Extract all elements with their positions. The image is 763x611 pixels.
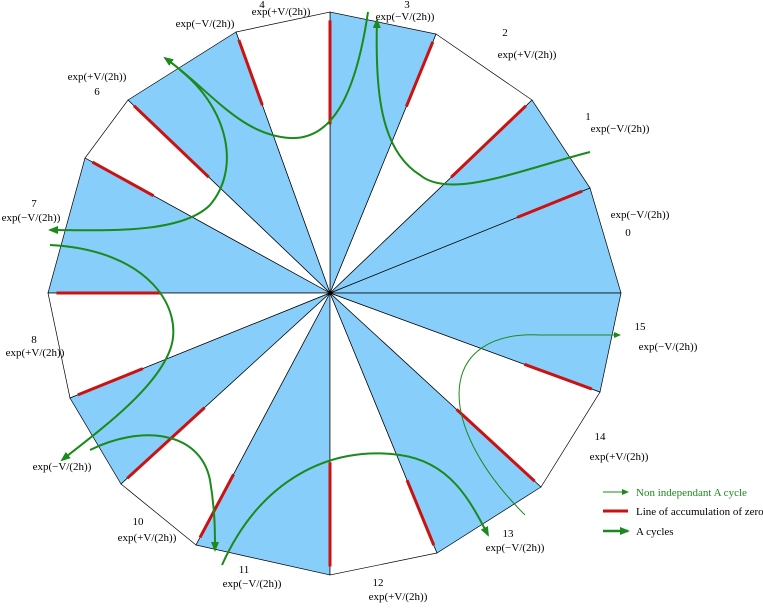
sector-formula: exp(−V/(2h)) xyxy=(376,11,435,23)
sector-formula: exp(+V/(2h)) xyxy=(498,49,557,61)
sector-number: 3 xyxy=(404,0,410,11)
non-independent-cycle xyxy=(458,332,621,516)
sector-formula: exp(−V/(2h)) xyxy=(176,18,235,30)
sector-formula: exp(−V/(2h)) xyxy=(223,578,282,590)
sector-formula: exp(−V/(2h)) xyxy=(639,341,698,353)
accumulation-line xyxy=(91,160,155,198)
sector-number: 7 xyxy=(31,198,37,210)
sector-formula: exp(−V/(2h)) xyxy=(2,212,61,224)
sector-number: 0 xyxy=(625,227,631,239)
sectors xyxy=(47,11,622,576)
accumulation-line xyxy=(77,367,144,397)
accumulation-line xyxy=(237,39,264,106)
sector-formula: exp(−V/(2h)) xyxy=(611,209,670,221)
sector-formula: exp(−V/(2h)) xyxy=(486,542,545,554)
legend-label: A cycles xyxy=(636,526,674,538)
accumulation-line xyxy=(126,406,206,480)
legend-label: Line of accumulation of zeroes xyxy=(636,506,763,518)
accumulation-line xyxy=(404,41,435,108)
accumulation-line xyxy=(450,104,527,179)
sector-number: 1 xyxy=(585,111,591,123)
sector-number: 6 xyxy=(94,86,100,98)
sector-number: 2 xyxy=(502,27,508,39)
legend: Non independant A cycle Line of accumula… xyxy=(603,487,763,538)
accumulation-line xyxy=(133,104,210,179)
accumulation-line xyxy=(523,362,593,391)
accumulation-line xyxy=(198,473,235,539)
sector-formula: exp(+V/(2h)) xyxy=(369,591,428,603)
a-cycles xyxy=(48,11,591,566)
sector-number: 13 xyxy=(503,528,515,540)
accumulation-line xyxy=(455,408,536,483)
sector xyxy=(329,292,622,393)
sector-formula: exp(+V/(2h)) xyxy=(252,6,311,18)
sector-number: 15 xyxy=(635,321,647,333)
sector-number: 8 xyxy=(31,334,37,346)
sector-number: 11 xyxy=(239,564,250,576)
sector-formula: exp(−V/(2h)) xyxy=(591,123,650,135)
sector-formula: exp(+V/(2h)) xyxy=(68,71,127,83)
sector-labels: 0exp(−V/(2h))1exp(−V/(2h))2exp(+V/(2h))3… xyxy=(2,0,698,603)
sector-number: 14 xyxy=(595,431,607,443)
legend-label: Non independant A cycle xyxy=(636,487,747,499)
accumulation-line xyxy=(405,479,436,546)
sector-formula: exp(+V/(2h)) xyxy=(118,532,177,544)
sector-number: 10 xyxy=(133,516,145,528)
accumulation-line xyxy=(516,189,583,219)
sector-number: 4 xyxy=(259,0,265,11)
sector-number: 12 xyxy=(373,577,384,589)
sector-formula: exp(+V/(2h)) xyxy=(590,451,649,463)
sector-formula: exp(−V/(2h)) xyxy=(33,461,92,473)
sector-formula: exp(+V/(2h)) xyxy=(6,347,65,359)
